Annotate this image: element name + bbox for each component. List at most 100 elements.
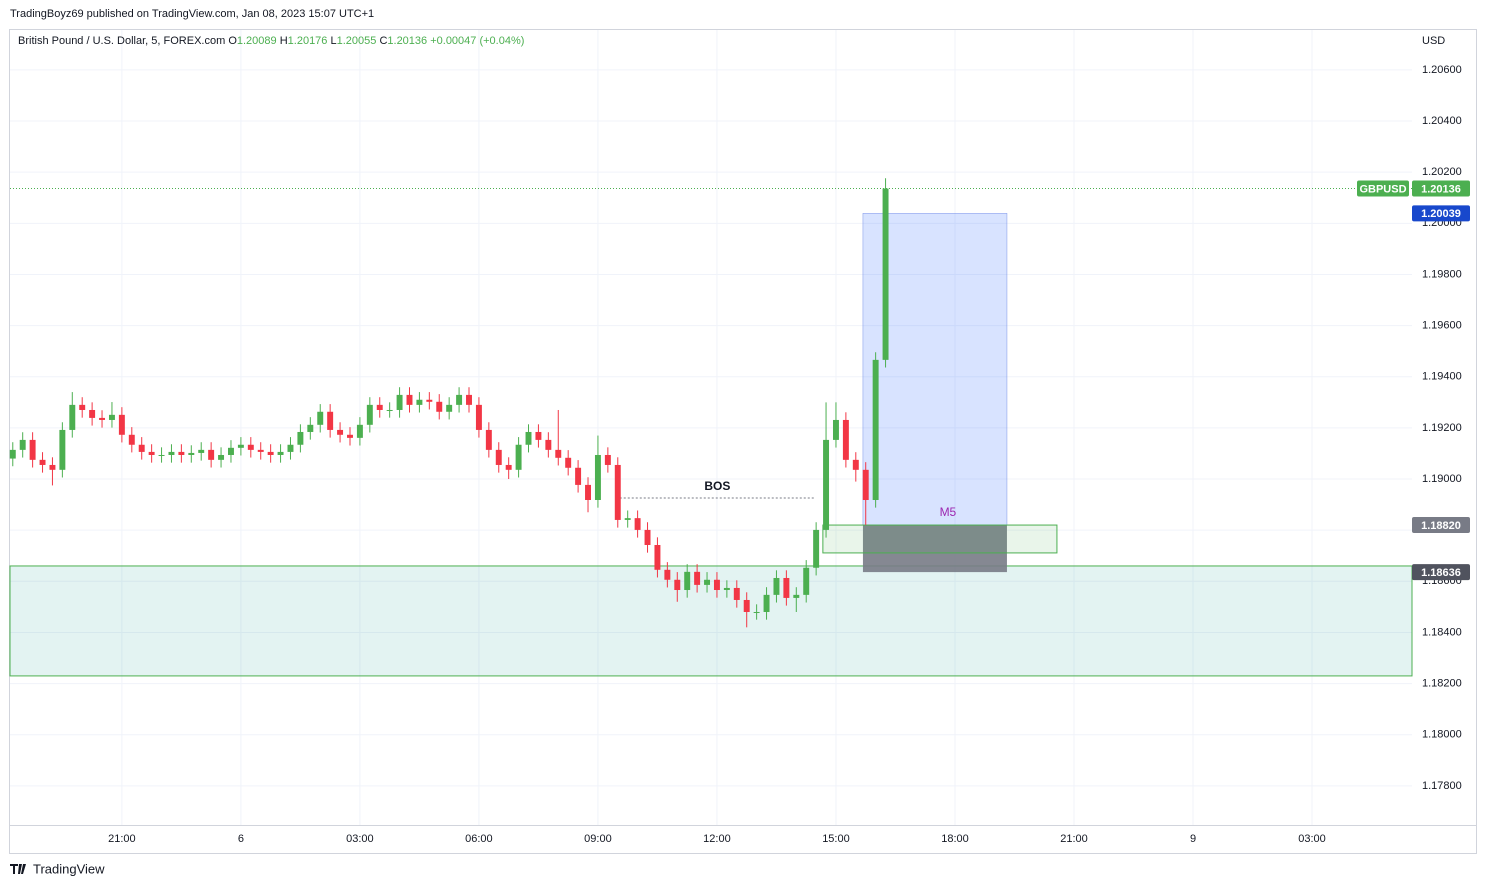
candle-body [773, 577, 780, 595]
candle-body [218, 454, 225, 460]
candle-body [49, 464, 56, 470]
ohlc-key: H [280, 35, 288, 47]
x-tick-label: 06:00 [465, 833, 493, 845]
candle-body [128, 434, 135, 445]
candle-body [178, 451, 185, 455]
candle-body [545, 439, 552, 450]
y-tick-label: 1.18000 [1422, 729, 1462, 741]
candle-body [426, 399, 433, 402]
candle-body [89, 409, 96, 418]
candle-body [713, 579, 720, 591]
ohlc-value: 1.20089 [237, 35, 277, 47]
candle-body [29, 439, 36, 460]
candle-body [337, 429, 344, 435]
y-tick-label: 1.20600 [1422, 64, 1462, 76]
x-tick-label: 21:00 [108, 833, 136, 845]
candle-body [832, 419, 839, 440]
y-tick-label: 1.19800 [1422, 268, 1462, 280]
y-tick-label: 1.19200 [1422, 422, 1462, 434]
x-tick-label: 21:00 [1060, 833, 1088, 845]
candle-body [19, 439, 26, 450]
price-label: 1.20039 [1421, 208, 1461, 220]
candle-body [644, 529, 651, 545]
candle-body [803, 567, 810, 595]
candle-body [366, 404, 373, 425]
x-tick-label: 12:00 [703, 833, 731, 845]
candle-body [783, 577, 790, 598]
candle-body [872, 359, 879, 500]
bos-label: BOS [704, 479, 730, 493]
ohlc-key: L [330, 35, 336, 47]
frame [9, 29, 1477, 854]
symbol-label-box [1357, 180, 1409, 197]
candle-body [327, 411, 334, 430]
price-label: 1.18636 [1421, 567, 1461, 579]
candle-body [604, 454, 611, 465]
x-tick-label: 6 [238, 833, 244, 845]
x-tick-label: 03:00 [1298, 833, 1326, 845]
footer-logo: TradingView [10, 861, 105, 876]
candle-body [694, 571, 701, 585]
candle-body [386, 409, 393, 411]
candle-body [823, 439, 830, 530]
candle-body [813, 529, 820, 568]
candle-body [733, 587, 740, 600]
candle-body [297, 431, 304, 445]
candle-body [416, 399, 423, 405]
candle-body [674, 579, 681, 591]
footer: TradingView [33, 861, 105, 876]
candle-body [475, 404, 482, 430]
y-tick-label: 1.18400 [1422, 626, 1462, 638]
m5-label: M5 [940, 505, 957, 519]
grid [10, 30, 1412, 825]
candle-body [446, 404, 453, 412]
y-tick-label: 1.19000 [1422, 473, 1462, 485]
candle-body [723, 587, 730, 591]
ohlc-value: 1.20136 [387, 35, 427, 47]
y-tick-label: 1.20400 [1422, 115, 1462, 127]
candle-body [237, 444, 244, 448]
candle-body [59, 429, 66, 470]
m5-zone [822, 524, 1058, 554]
candle-body [585, 484, 591, 500]
candle-body [624, 518, 631, 520]
x-tick-label: 18:00 [941, 833, 969, 845]
candle-body [485, 429, 492, 450]
x-tick-label: 9 [1190, 833, 1196, 845]
price-label: 1.18820 [1421, 520, 1461, 532]
y-tick-label: 1.20200 [1422, 166, 1462, 178]
candle-body [376, 404, 383, 410]
candle-body [505, 464, 512, 470]
candle-body [267, 451, 274, 455]
candle-body [842, 419, 849, 460]
candle-body [158, 454, 165, 456]
currency: USD [1422, 35, 1445, 47]
candle-body [307, 424, 314, 432]
candle-body [515, 444, 522, 470]
ohlc-value: 1.20055 [337, 35, 377, 47]
candle-body [852, 459, 859, 470]
x-tick-label: 03:00 [346, 833, 374, 845]
header: TradingBoyz69 published on TradingView.c… [10, 8, 374, 20]
candle-body [257, 449, 264, 452]
candle-body [753, 611, 760, 613]
y-tick-label: 1.18200 [1422, 677, 1462, 689]
candle-body [862, 469, 869, 500]
candle-body [227, 447, 234, 455]
ohlc-key: C [379, 35, 387, 47]
candle-body [743, 599, 750, 612]
demand-zone [9, 565, 1413, 677]
candle-body [79, 404, 86, 410]
stop-box [862, 525, 1007, 573]
change: +0.00047 (+0.04%) [430, 35, 524, 47]
candle-body [118, 414, 125, 435]
candle-body [188, 452, 195, 455]
candle-body [575, 467, 582, 485]
candle-body [882, 188, 889, 360]
candle-body [555, 449, 562, 458]
candle-body [39, 459, 46, 465]
candle-body [356, 424, 363, 438]
candle-body [466, 394, 472, 405]
x-tick-label: 09:00 [584, 833, 612, 845]
y-tick-label: 1.19400 [1422, 371, 1462, 383]
